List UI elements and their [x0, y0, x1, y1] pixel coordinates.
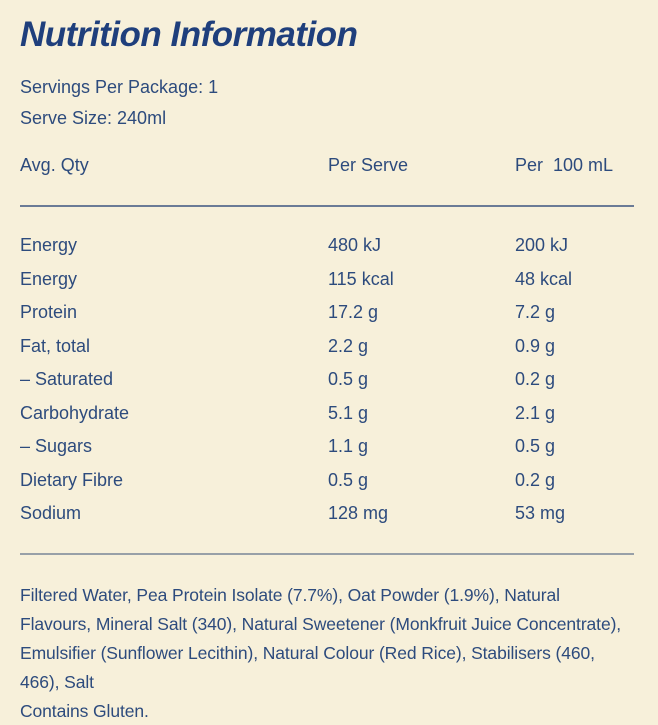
row-per-serve: 1.1 g: [328, 436, 369, 457]
table-header-row: Avg. Qty Per Serve Per 100 mL: [20, 150, 634, 181]
row-per-serve: 115 kcal: [328, 268, 394, 289]
servings-per-package: Servings Per Package: 1: [20, 77, 219, 97]
table-row: – Sugars 1.1 g 0.5 g: [20, 430, 634, 464]
row-per-100ml: 0.2 g: [515, 369, 556, 390]
row-label: Carbohydrate: [20, 402, 130, 423]
table-row: Fat, total 2.2 g 0.9 g: [20, 330, 634, 364]
row-per-serve: 5.1 g: [328, 402, 369, 423]
row-label: Sodium: [20, 503, 82, 524]
header-divider: [20, 205, 634, 207]
row-label: Protein: [20, 302, 78, 323]
ingredients-list: Filtered Water, Pea Protein Isolate (7.7…: [20, 584, 622, 692]
row-label: Energy: [20, 235, 78, 256]
table-row: Sodium 128 mg 53 mg: [20, 497, 634, 531]
table-row: – Saturated 0.5 g 0.2 g: [20, 363, 634, 397]
row-per-100ml: 53 mg: [515, 503, 566, 524]
allergen-statement: Contains Gluten.: [20, 700, 149, 721]
header-per-100ml: Per 100 mL: [515, 155, 614, 175]
row-per-100ml: 0.5 g: [515, 436, 556, 457]
panel-title: Nutrition Information: [20, 15, 358, 54]
table-row: Protein 17.2 g 7.2 g: [20, 296, 634, 330]
row-per-100ml: 48 kcal: [515, 268, 573, 289]
row-label: Fat, total: [20, 335, 91, 356]
nutrition-table: Energy 480 kJ 200 kJ Energy 115 kcal 48 …: [20, 229, 634, 531]
table-row: Energy 115 kcal 48 kcal: [20, 263, 634, 297]
table-row: Energy 480 kJ 200 kJ: [20, 229, 634, 263]
row-label: – Sugars: [20, 436, 93, 457]
row-per-100ml: 0.2 g: [515, 469, 556, 490]
table-row: Dietary Fibre 0.5 g 0.2 g: [20, 464, 634, 498]
header-avg-qty: Avg. Qty: [20, 155, 89, 175]
row-per-serve: 128 mg: [328, 503, 389, 524]
row-label: Dietary Fibre: [20, 469, 124, 490]
row-per-100ml: 2.1 g: [515, 402, 556, 423]
row-per-serve: 2.2 g: [328, 335, 369, 356]
serve-size: Serve Size: 240ml: [20, 108, 167, 128]
row-label: Energy: [20, 268, 78, 289]
row-per-serve: 0.5 g: [328, 369, 369, 390]
ingredients-divider: [20, 552, 634, 555]
row-per-100ml: 7.2 g: [515, 302, 556, 323]
row-per-serve: 0.5 g: [328, 469, 369, 490]
header-per-serve: Per Serve: [328, 155, 409, 175]
table-row: Carbohydrate 5.1 g 2.1 g: [20, 397, 634, 431]
row-label: – Saturated: [20, 369, 114, 390]
row-per-serve: 480 kJ: [328, 235, 382, 256]
row-per-100ml: 0.9 g: [515, 335, 556, 356]
row-per-100ml: 200 kJ: [515, 235, 569, 256]
row-per-serve: 17.2 g: [328, 302, 379, 323]
serving-info: Servings Per Package: 1 Serve Size: 240m…: [20, 72, 634, 134]
